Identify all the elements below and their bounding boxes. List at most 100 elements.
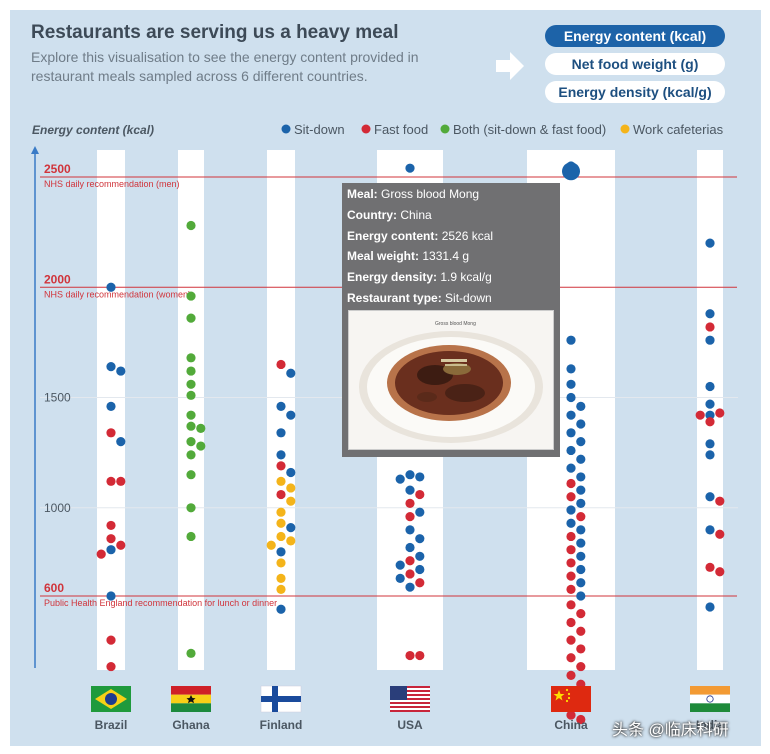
reference-note-600: Public Health England recommendation for…	[44, 598, 277, 608]
data-point	[276, 489, 286, 500]
data-point	[116, 366, 126, 376]
data-point	[276, 584, 286, 594]
toggle-energy-content[interactable]: Energy content (kcal)	[545, 25, 725, 47]
data-point	[576, 472, 586, 482]
legend-label-fast_food: Fast food	[374, 122, 428, 137]
tooltip-restaurant-type: Restaurant type: Sit-down	[347, 291, 492, 305]
reference-value-2500: 2500	[44, 162, 71, 176]
data-point	[405, 556, 415, 566]
data-point	[106, 282, 116, 292]
data-point	[286, 483, 296, 493]
data-point	[705, 492, 715, 502]
data-point	[186, 450, 196, 460]
data-point	[405, 542, 415, 553]
data-point	[566, 617, 576, 628]
data-point	[276, 604, 286, 614]
toggle-net-food-weight[interactable]: Net food weight (g)	[545, 53, 725, 75]
data-point	[705, 410, 715, 420]
data-point	[415, 650, 425, 661]
data-point	[106, 362, 116, 372]
data-point	[405, 470, 415, 480]
data-point	[705, 322, 715, 332]
tooltip-density: Energy density: 1.9 kcal/g	[347, 270, 492, 284]
data-point	[186, 390, 196, 400]
data-point	[286, 536, 296, 546]
data-point	[705, 399, 715, 409]
data-point	[576, 551, 586, 561]
finland-flag-icon	[260, 685, 302, 713]
data-point	[566, 505, 576, 515]
data-point	[286, 368, 296, 378]
data-point	[715, 408, 725, 418]
toggle-energy-density[interactable]: Energy density (kcal/g)	[545, 81, 725, 103]
data-point	[576, 644, 586, 654]
data-point	[715, 529, 725, 539]
data-point	[415, 507, 425, 517]
data-point	[415, 472, 425, 482]
data-point	[705, 602, 715, 612]
data-point	[186, 220, 196, 231]
data-point	[566, 364, 576, 374]
data-point	[106, 476, 116, 486]
data-point	[405, 498, 415, 508]
meal-tooltip: Meal: Gross blood Mong Country: China En…	[342, 183, 560, 457]
data-point	[186, 379, 196, 389]
data-point	[286, 467, 296, 478]
data-point	[186, 366, 196, 376]
reference-note-2500: NHS daily recommendation (men)	[44, 179, 180, 189]
data-point	[276, 461, 286, 471]
data-point	[576, 485, 586, 495]
data-point	[566, 635, 576, 645]
data-point	[576, 498, 586, 508]
data-point	[116, 437, 126, 447]
data-point	[106, 591, 116, 601]
photo-caption: Gross blood Mong	[435, 321, 476, 327]
data-point	[705, 525, 715, 535]
data-point	[186, 410, 196, 420]
data-point	[276, 558, 286, 568]
data-point	[715, 567, 725, 577]
watermark: 头条 @临床科研	[612, 722, 729, 739]
china-flag-icon	[551, 686, 591, 712]
legend-label-work_cafeterias: Work cafeterias	[633, 122, 724, 137]
data-point	[106, 545, 116, 555]
meal-photo-icon: Gross blood Mong	[349, 311, 553, 449]
data-point	[286, 496, 296, 506]
country-label-china: China	[554, 718, 588, 732]
legend-label-sit_down: Sit-down	[294, 122, 345, 137]
data-point	[276, 476, 286, 486]
tooltip-weight: Meal weight: 1331.4 g	[347, 249, 470, 263]
data-point	[576, 512, 586, 522]
data-point	[106, 534, 116, 544]
data-point	[566, 584, 576, 594]
data-point	[566, 492, 576, 502]
page-title: Restaurants are serving us a heavy meal	[31, 22, 399, 43]
tooltip-country: Country: China	[347, 208, 432, 222]
data-point	[276, 531, 286, 542]
data-point	[405, 525, 415, 535]
data-point	[186, 470, 196, 480]
legend-marker-work_cafeterias	[620, 124, 630, 134]
data-point	[576, 419, 586, 429]
data-point	[576, 714, 586, 725]
legend-marker-sit_down	[281, 124, 291, 134]
data-point	[566, 445, 576, 456]
data-point	[405, 582, 415, 592]
country-label-usa: USA	[397, 718, 423, 732]
data-point	[276, 359, 286, 370]
usa-flag-icon	[390, 686, 430, 712]
data-point	[705, 417, 715, 427]
data-point	[576, 661, 586, 672]
data-point	[186, 503, 196, 513]
data-point	[566, 600, 576, 610]
data-point	[276, 450, 286, 460]
data-point	[186, 531, 196, 542]
data-point	[106, 401, 116, 411]
data-point	[566, 571, 576, 581]
data-point	[566, 335, 576, 345]
meal-photo: Gross blood Mong	[348, 310, 554, 450]
india-flag-icon	[690, 686, 730, 712]
data-point	[186, 353, 196, 363]
y-axis-label: Energy content (kcal)	[32, 123, 154, 137]
data-point	[395, 474, 405, 484]
